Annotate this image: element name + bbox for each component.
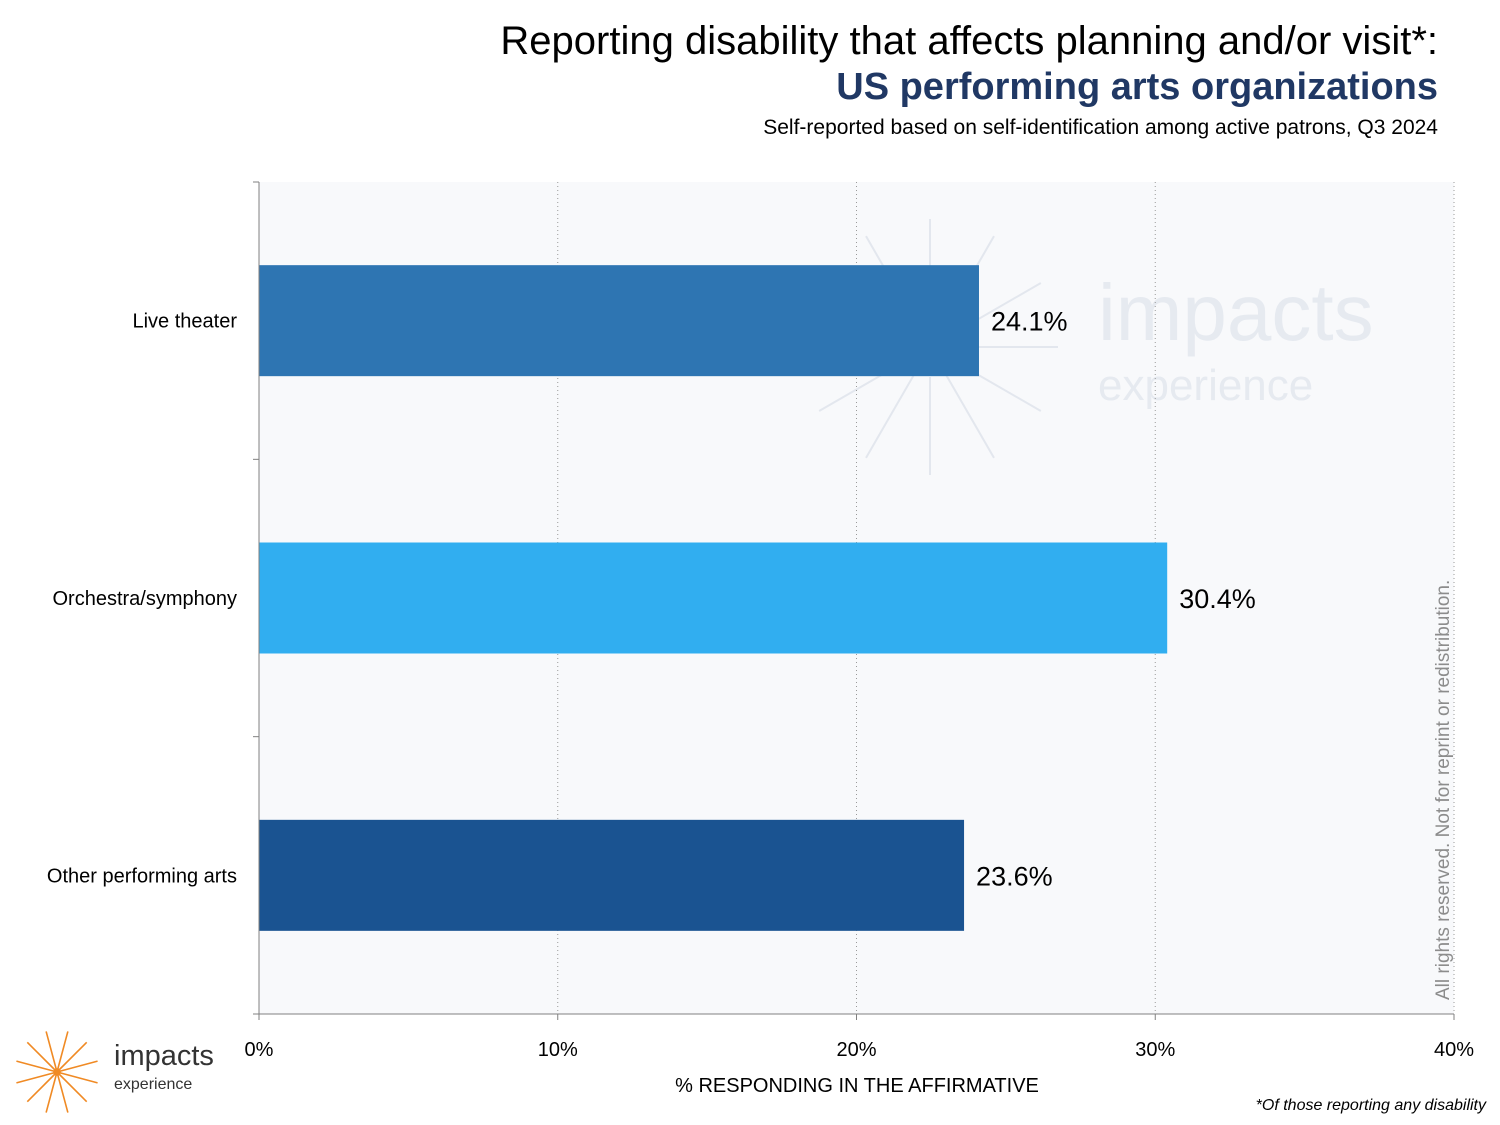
watermark-word: impacts: [1098, 268, 1374, 357]
bar: [259, 542, 1168, 654]
watermark-ray: [865, 372, 916, 459]
x-tick-label: 30%: [1135, 1039, 1175, 1061]
chart-caption: Self-reported based on self-identificati…: [763, 116, 1438, 139]
x-tick-label: 40%: [1434, 1039, 1474, 1061]
logo-ray: [56, 1071, 88, 1103]
category-label: Live theater: [132, 311, 237, 333]
logo-word: impacts: [114, 1040, 214, 1072]
x-axis-title: % RESPONDING IN THE AFFIRMATIVE: [675, 1075, 1039, 1097]
category-label: Orchestra/symphony: [52, 588, 237, 610]
bar: [259, 819, 965, 931]
logo-ray: [45, 1071, 58, 1113]
starburst-icon: [16, 1031, 98, 1113]
x-tick-label: 10%: [538, 1039, 578, 1061]
footnote: *Of those reporting any disability: [1255, 1097, 1486, 1114]
logo-ray: [26, 1071, 58, 1103]
logo-ray: [56, 1071, 98, 1084]
axes: 0% 10% 20% 30% 40%: [245, 181, 1474, 1061]
category-label: Other performing arts: [47, 865, 237, 887]
logo-ray: [16, 1060, 58, 1073]
logo-ray: [16, 1071, 58, 1084]
title-block: Reporting disability that affects planni…: [500, 18, 1438, 142]
logo-center: [53, 1068, 61, 1076]
impacts-logo: impacts experience: [12, 1028, 232, 1118]
logo-ray: [56, 1071, 69, 1113]
bar: [259, 265, 979, 377]
data-label: 24.1%: [991, 307, 1068, 337]
logo-ray: [56, 1031, 69, 1073]
bars: 24.1% Live theater 30.4% Orchestra/symphony…: [47, 265, 1256, 931]
watermark-ray: [944, 372, 995, 459]
chart-title: Reporting disability that affects planni…: [500, 19, 1438, 63]
logo-ray: [26, 1041, 58, 1073]
logo-ray: [56, 1060, 98, 1073]
logo-ray: [56, 1041, 88, 1073]
logo-sub: experience: [114, 1076, 193, 1093]
data-label: 30.4%: [1179, 584, 1256, 614]
chart-subtitle: US performing arts organizations: [836, 66, 1438, 108]
data-label: 23.6%: [976, 861, 1053, 891]
logo-ray: [45, 1031, 58, 1073]
x-tick-label: 0%: [245, 1039, 274, 1061]
copyright-notice: All rights reserved. Not for reprint or …: [1433, 579, 1454, 1000]
x-tick-label: 20%: [836, 1039, 876, 1061]
watermark-sub: experience: [1098, 361, 1313, 410]
